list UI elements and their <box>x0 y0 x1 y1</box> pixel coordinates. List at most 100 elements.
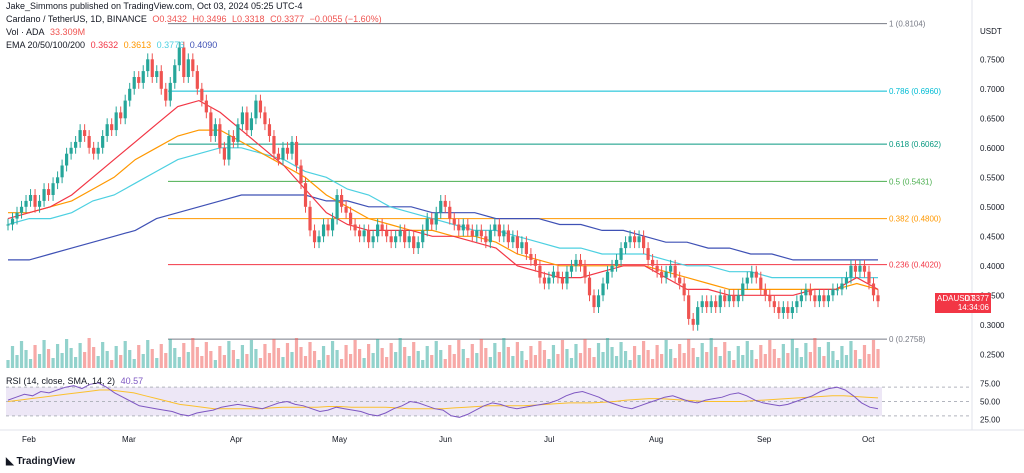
symbol-name[interactable]: Cardano / TetherUS, 1D, BINANCE <box>6 14 147 24</box>
volume-bar <box>641 341 646 368</box>
volume-bar <box>87 338 91 368</box>
candle-body <box>317 236 321 243</box>
volume-bar <box>750 350 754 368</box>
volume-bar <box>583 339 587 368</box>
rsi-legend[interactable]: RSI (14, close, SMA, 14, 2) 40.57 <box>6 376 146 386</box>
volume-bar <box>65 339 69 368</box>
candle-body <box>398 230 402 237</box>
volume-legend[interactable]: Vol · ADA 33.309M <box>6 27 88 37</box>
candle-body <box>745 277 749 284</box>
volume-bar <box>601 352 605 368</box>
candle-body <box>714 301 718 308</box>
candle-body <box>150 59 154 77</box>
candle-body <box>768 295 772 302</box>
candle-body <box>781 307 785 313</box>
volume-bar <box>637 355 641 368</box>
volume-bar <box>475 353 479 368</box>
volume-bar <box>308 342 312 368</box>
volume-bar <box>92 347 96 368</box>
volume-bar <box>434 341 438 368</box>
ema100-value: 0.3776 <box>156 40 185 50</box>
volume-bar <box>303 356 308 368</box>
candle-body <box>542 277 547 284</box>
volume-bar <box>317 360 321 368</box>
candle-body <box>128 88 132 101</box>
volume-bar <box>249 340 254 368</box>
candle-body <box>551 271 556 278</box>
tradingview-logo[interactable]: ◣ TradingView <box>6 456 75 467</box>
candle-body <box>272 136 276 154</box>
volume-bar <box>28 359 33 368</box>
volume-bar <box>281 357 285 368</box>
candle-body <box>574 259 578 266</box>
volume-value: 33.309M <box>50 27 86 37</box>
time-axis[interactable]: Feb Mar Apr May Jun Jul Aug Sep Oct <box>22 435 875 444</box>
ema50-value: 0.3613 <box>123 40 152 50</box>
candle-body <box>321 224 326 237</box>
ohlc-open: O0.3432 <box>152 14 187 24</box>
candle-body <box>876 295 880 302</box>
volume-bar <box>407 356 411 368</box>
candle-body <box>687 295 691 319</box>
price-tick-label: 0.5000 <box>980 203 1005 212</box>
candle-body <box>641 236 646 249</box>
currency-label[interactable]: USDT <box>980 27 1002 36</box>
price-axis[interactable]: 0.7500 0.7000 0.6500 0.6000 0.5500 0.5000 0.45… <box>0 0 1024 431</box>
volume-bar <box>799 357 803 368</box>
candle-body <box>434 212 438 225</box>
volume-bar <box>520 351 524 368</box>
candle-body <box>732 295 736 302</box>
volume-bar <box>551 345 556 368</box>
candle-body <box>488 230 492 243</box>
ema200-line <box>8 194 878 261</box>
candle-body <box>294 141 299 166</box>
candle-body <box>628 236 632 243</box>
volume-bar <box>484 348 488 368</box>
candle-body <box>236 124 240 142</box>
volume-bar <box>452 354 456 368</box>
volume-bar <box>569 358 574 368</box>
volume-bar <box>786 353 790 368</box>
candles <box>6 41 880 331</box>
volume-bar <box>137 345 141 368</box>
candle-body <box>479 230 483 237</box>
volume-bar <box>376 339 380 368</box>
candle-body <box>443 200 447 207</box>
fib-level-label: 0.618 (0.6062) <box>889 140 941 149</box>
volume-bar <box>669 349 673 368</box>
candle-body <box>281 147 285 160</box>
volume-bar <box>254 349 258 368</box>
candle-body <box>33 195 37 207</box>
volume-bar <box>619 342 623 368</box>
volume-bar <box>150 349 154 368</box>
volume-bar <box>114 346 118 368</box>
volume-bar <box>119 355 123 368</box>
candle-body <box>335 195 339 219</box>
tv-icon: ◣ <box>6 456 17 467</box>
ema-legend[interactable]: EMA 20/50/100/200 0.3632 0.3613 0.3776 0… <box>6 40 220 50</box>
candle-body <box>835 289 840 291</box>
candle-body <box>632 236 637 243</box>
volume-bar <box>497 352 501 368</box>
candle-body <box>867 271 871 284</box>
volume-bar <box>141 354 145 368</box>
candle-body <box>28 195 33 201</box>
candle-body <box>448 206 452 219</box>
ohlc-high: H0.3496 <box>192 14 227 24</box>
candle-body <box>439 200 443 213</box>
volume-bar <box>696 357 700 368</box>
volume-bar <box>727 351 731 368</box>
volume-bar <box>24 350 28 368</box>
volume-bar <box>858 359 862 368</box>
volume-bar <box>159 344 163 368</box>
candle-body <box>114 112 118 131</box>
candle-body <box>74 141 78 148</box>
volume-bar <box>664 340 668 368</box>
candle-body <box>786 307 790 313</box>
volume-bar <box>132 359 136 368</box>
price-tag-countdown: 14:34:06 <box>957 303 989 312</box>
volume-bar <box>777 358 781 368</box>
candle-body <box>119 112 123 119</box>
volume-bar <box>853 350 858 368</box>
volume-bar <box>267 353 272 368</box>
